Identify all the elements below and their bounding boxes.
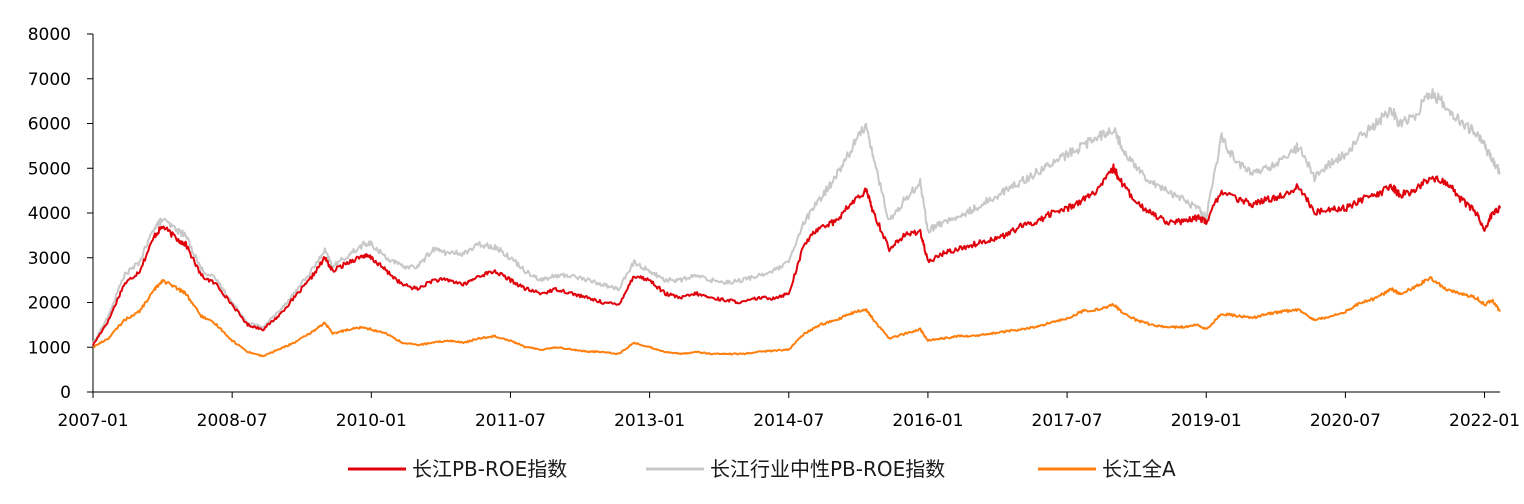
x-tick-label: 2013-01 [614, 411, 685, 431]
legend-label: 长江全A [1102, 457, 1176, 481]
y-tick-label: 0 [60, 383, 71, 403]
series-line-0 [92, 163, 1501, 346]
x-tick-label: 2011-07 [475, 411, 546, 431]
legend-label: 长江PB-ROE指数 [412, 457, 567, 481]
y-tick-label: 4000 [28, 204, 71, 224]
series-line-1 [92, 88, 1501, 345]
x-tick-label: 2016-01 [892, 411, 963, 431]
x-tick-label: 2017-07 [1032, 411, 1103, 431]
y-axis: 0 1000 2000 3000 4000 5000 6000 7000 8000 [28, 25, 94, 403]
y-tick-label: 1000 [28, 338, 71, 358]
x-tick-label: 2019-01 [1171, 411, 1242, 431]
y-tick-label: 6000 [28, 115, 71, 135]
x-tick-label: 2020-07 [1310, 411, 1381, 431]
series-line-2 [92, 276, 1501, 358]
x-axis: 2007-01 2008-07 2010-01 2011-07 2013-01 2014-… [57, 391, 1520, 431]
y-tick-label: 2000 [28, 294, 71, 314]
x-tick-label: 2010-01 [336, 411, 407, 431]
y-tick-label: 5000 [28, 159, 71, 179]
y-tick-label: 7000 [28, 70, 71, 90]
x-tick-label: 2007-01 [57, 411, 128, 431]
y-tick-label: 3000 [28, 249, 71, 269]
legend-item: 长江行业中性PB-ROE指数 [646, 457, 945, 481]
x-tick-label: 2008-07 [197, 411, 268, 431]
x-tick-label: 2022-01 [1449, 411, 1520, 431]
legend-label: 长江行业中性PB-ROE指数 [710, 457, 945, 481]
y-tick-label: 8000 [28, 25, 71, 45]
legend: 长江PB-ROE指数 长江行业中性PB-ROE指数 长江全A [348, 457, 1176, 481]
x-tick-label: 2014-07 [753, 411, 824, 431]
series-layer [92, 88, 1501, 358]
legend-item: 长江全A [1038, 457, 1176, 481]
legend-item: 长江PB-ROE指数 [348, 457, 567, 481]
